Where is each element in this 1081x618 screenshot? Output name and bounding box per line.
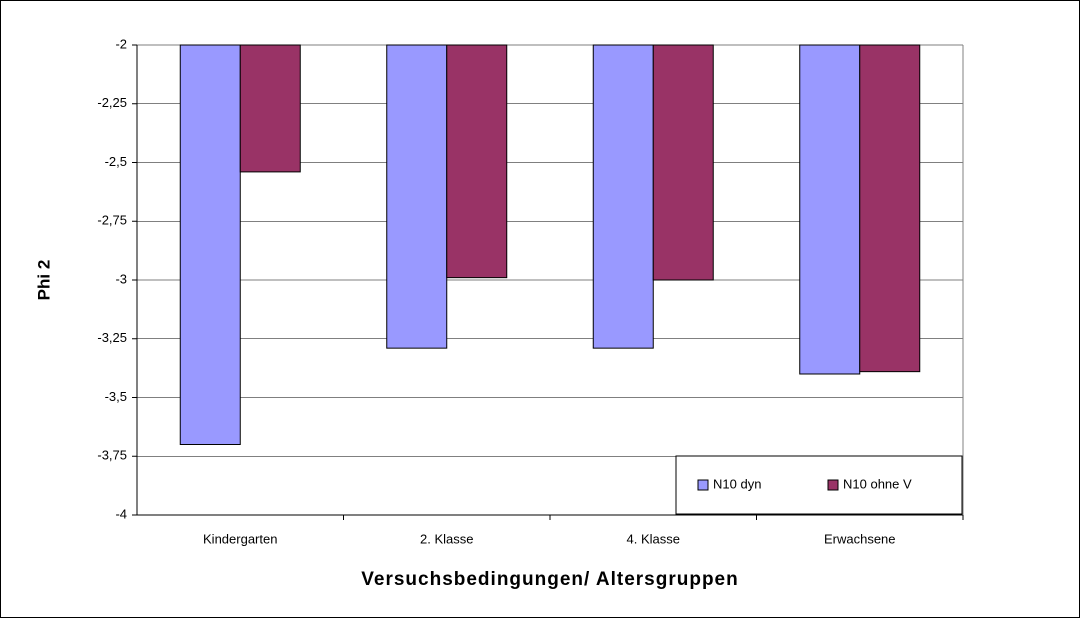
y-tick-label: -4	[115, 506, 127, 521]
y-tick-label: -2,5	[105, 154, 127, 169]
y-axis-label: Phi 2	[34, 260, 53, 301]
legend-label: N10 dyn	[713, 476, 761, 491]
bar	[592, 44, 654, 349]
legend-swatch	[827, 479, 839, 491]
y-tick-label: -2	[115, 36, 127, 51]
bar	[386, 44, 448, 349]
x-tick-label: Kindergarten	[203, 531, 277, 546]
x-tick-label: 2. Klasse	[420, 531, 473, 546]
x-axis-label: Versuchsbedingungen/ Altersgruppen	[361, 569, 738, 590]
bar	[652, 44, 714, 281]
x-tick-label: Erwachsene	[824, 531, 896, 546]
bar	[859, 44, 921, 373]
bar	[446, 44, 508, 279]
bar	[179, 44, 241, 445]
y-tick-label: -3,25	[97, 330, 127, 345]
y-tick-label: -3,5	[105, 389, 127, 404]
y-tick-label: -2,25	[97, 95, 127, 110]
legend	[675, 455, 963, 515]
legend-label: N10 ohne V	[843, 476, 912, 491]
x-tick-label: 4. Klasse	[627, 531, 680, 546]
y-tick-label: -3,75	[97, 448, 127, 463]
legend-swatch	[697, 479, 709, 491]
y-tick-label: -3	[115, 271, 127, 286]
y-tick-label: -2,75	[97, 213, 127, 228]
bar	[239, 44, 301, 173]
bar	[799, 44, 861, 375]
